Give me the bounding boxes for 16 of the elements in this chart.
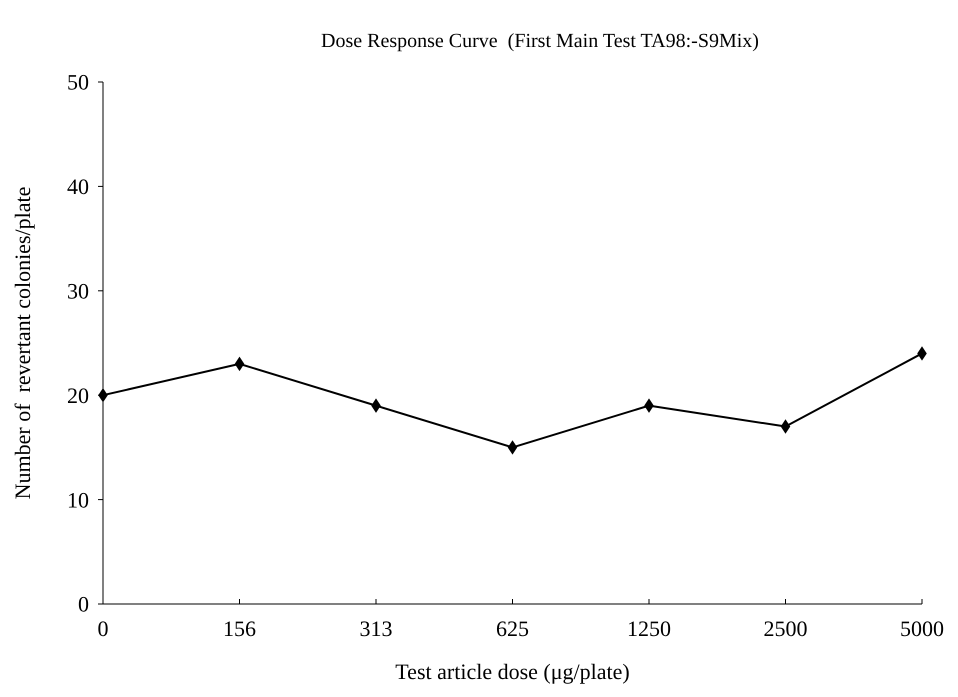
x-tick-label: 313 — [360, 616, 392, 641]
x-tick-label: 2500 — [764, 616, 808, 641]
y-tick-label: 30 — [67, 278, 89, 304]
x-tick-label: 625 — [496, 616, 529, 641]
y-tick-label: 10 — [67, 487, 89, 512]
chart-title: Dose Response Curve (First Main Test TA98:-S9Mix) — [321, 30, 759, 52]
y-tick-label: 20 — [67, 382, 89, 408]
y-tick-label: 50 — [67, 70, 89, 95]
x-tick-label: 0 — [98, 616, 108, 641]
y-axis-title: Number of revertant colonies/plate — [10, 186, 35, 500]
x-tick-label: 5000 — [900, 616, 944, 641]
y-tick-label: 40 — [67, 174, 89, 200]
x-axis-title: Test article dose (μg/plate) — [395, 659, 630, 684]
y-tick-label: 0 — [78, 592, 89, 617]
x-tick-label: 156 — [223, 616, 256, 641]
x-tick-label: 1250 — [627, 616, 671, 641]
